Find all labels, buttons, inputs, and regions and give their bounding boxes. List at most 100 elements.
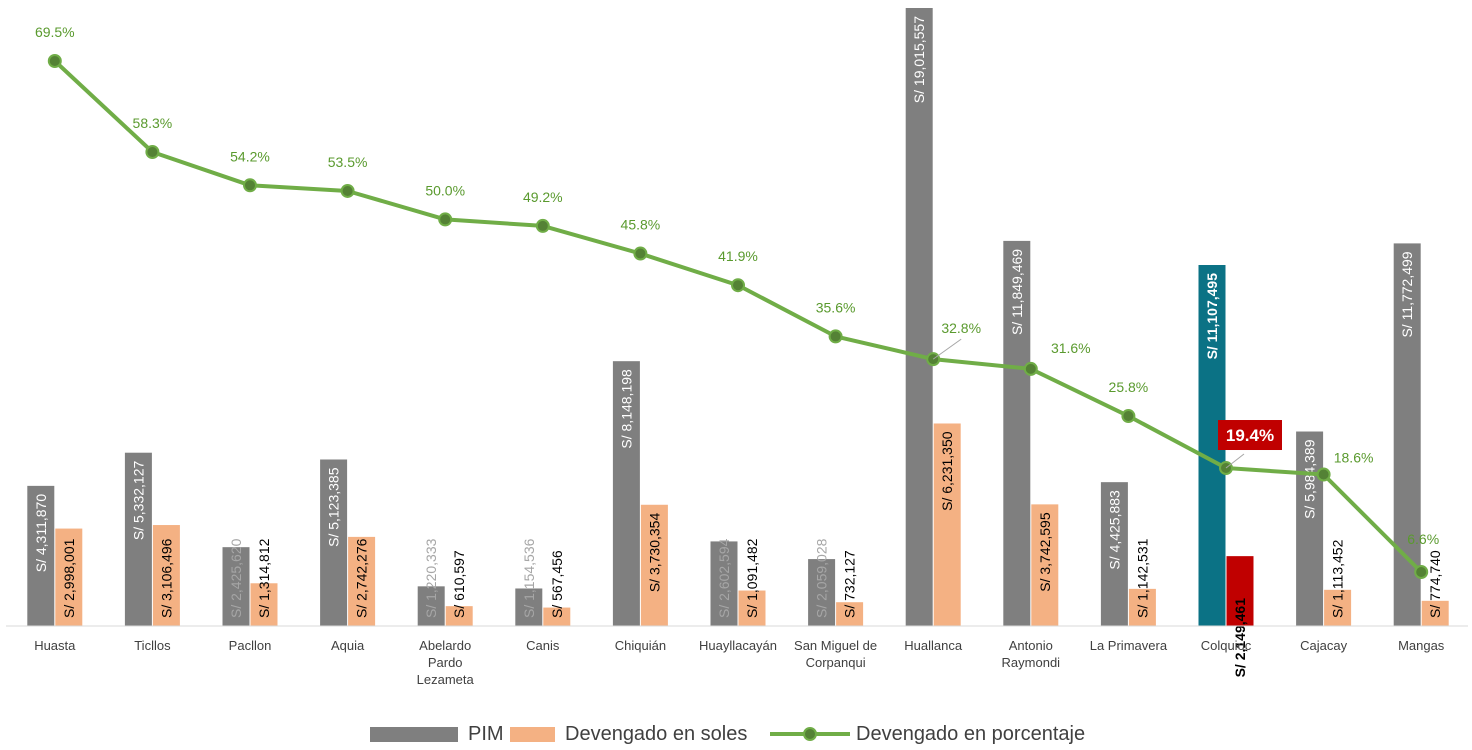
bar-label-pim: S/ 1,154,536	[521, 538, 537, 618]
category-label: Corpanqui	[806, 655, 866, 670]
bar-pim	[124, 452, 152, 626]
legend-item-devengado-porcentaje: Devengado en porcentaje	[770, 720, 1085, 748]
bar-pim	[1393, 243, 1421, 626]
legend-swatch-devengado-porcentaje	[770, 727, 850, 741]
category-label: Colquioc	[1201, 638, 1252, 653]
bar-label-pim: S/ 5,984,389	[1302, 439, 1318, 519]
percentage-line-group: 69.5% 58.3% 54.2% 53.5% 50.0% 49.2% 45.8% 41.9%…	[35, 24, 1439, 579]
percentage-label: 49.2%	[523, 189, 563, 205]
highlight-percent-box	[1218, 420, 1282, 451]
bar-label-devengado: S/ 2,742,276	[354, 538, 370, 618]
bar-label-pim: S/ 2,425,620	[228, 538, 244, 618]
bar-devengado	[152, 525, 180, 626]
bar-label-pim: S/ 4,311,870	[33, 494, 49, 573]
percentage-label: 25.8%	[1109, 379, 1149, 395]
bar-devengado	[933, 423, 961, 626]
percentage-point	[47, 54, 62, 68]
bar-label-pim: S/ 8,148,198	[618, 369, 634, 449]
category-label: Mangas	[1398, 638, 1445, 653]
bar-label-devengado: S/ 2,149,461	[1232, 598, 1248, 678]
percentage-label: 18.6%	[1334, 450, 1374, 466]
bar-pim	[1003, 240, 1031, 626]
bar-label-devengado: S/ 1,091,482	[744, 538, 760, 618]
bar-devengado	[640, 504, 668, 626]
bar-label-devengado: S/ 1,314,812	[256, 538, 272, 618]
legend-item-pim: PIM	[370, 720, 504, 748]
bar-pim	[710, 541, 738, 626]
percentage-label: 19.4%	[1226, 426, 1274, 445]
percentage-label: 69.5%	[35, 24, 75, 40]
bar-pim	[1100, 482, 1128, 626]
category-labels-group: Huasta Ticllos Pacllon Aquia Abelardo Pardo Le…	[34, 638, 1445, 687]
category-label: Lezameta	[417, 672, 475, 687]
bar-label-pim: S/ 11,849,469	[1009, 249, 1025, 335]
percentage-label: 31.6%	[1051, 340, 1091, 356]
bar-label-devengado: S/ 1,142,531	[1134, 538, 1150, 618]
legend-swatch-devengado-soles	[510, 726, 555, 742]
percentage-label: 54.2%	[230, 148, 270, 164]
bar-pim	[515, 588, 543, 626]
percentage-point	[1414, 565, 1429, 579]
bar-label-devengado: S/ 3,106,496	[158, 538, 174, 618]
legend-item-devengado-soles: Devengado en soles	[510, 720, 747, 748]
bar-devengado	[1324, 589, 1352, 626]
category-label: Chiquián	[615, 638, 666, 653]
bar-label-pim: S/ 19,015,557	[911, 16, 927, 103]
bar-pim	[27, 485, 55, 626]
bar-label-devengado: S/ 1,113,452	[1330, 539, 1346, 618]
bar-pim	[612, 361, 640, 626]
bar-pim	[417, 586, 445, 626]
bar-label-pim: S/ 11,107,495	[1204, 273, 1220, 360]
category-label: La Primavera	[1090, 638, 1168, 653]
percentage-point	[828, 329, 843, 344]
legend-label-devengado-porcentaje: Devengado en porcentaje	[856, 722, 1086, 745]
bar-label-pim: S/ 1,220,333	[423, 538, 439, 618]
bar-label-devengado: S/ 732,127	[842, 550, 858, 618]
percentage-label: 6.6%	[1407, 531, 1439, 547]
percentage-point	[340, 183, 355, 198]
bar-devengado	[250, 583, 278, 626]
bar-line-chart: S/ 4,311,870 S/ 2,998,001 S/ 5,332,127 S/ 3…	[6, 8, 1468, 687]
category-label: Antonio	[1009, 638, 1053, 653]
percentage-point	[1316, 467, 1331, 482]
bar-devengado	[445, 606, 473, 626]
category-label: Aquia	[331, 638, 365, 653]
bar-devengado	[543, 607, 571, 626]
percentage-label: 32.8%	[941, 320, 981, 336]
bar-pim	[320, 459, 348, 626]
percentage-point	[535, 218, 550, 233]
category-label: Cajacay	[1300, 638, 1347, 653]
percentage-label: 53.5%	[328, 154, 368, 170]
bar-pim	[222, 547, 250, 626]
percentage-label: 50.0%	[425, 182, 465, 198]
percentage-point	[633, 246, 648, 261]
percentage-label: 58.3%	[133, 115, 173, 131]
bar-label-pim: S/ 2,602,594	[716, 538, 732, 618]
bar-devengado	[1421, 600, 1449, 626]
percentage-leader-line	[1225, 453, 1245, 469]
bar-label-devengado: S/ 2,998,001	[61, 538, 77, 618]
percentage-point	[731, 278, 745, 293]
legend-label-pim: PIM	[468, 722, 504, 745]
bar-pim	[1296, 431, 1324, 626]
bar-devengado	[738, 590, 766, 626]
category-label: San Miguel de	[794, 638, 877, 653]
legend-label-devengado-soles: Devengado en soles	[565, 722, 748, 745]
category-label: Ticllos	[134, 638, 171, 653]
bar-label-devengado: S/ 3,742,595	[1037, 512, 1053, 592]
bar-pim	[905, 8, 933, 626]
bar-label-devengado: S/ 610,597	[451, 550, 467, 618]
category-label: Abelardo	[419, 638, 471, 653]
bar-devengado	[1226, 556, 1254, 626]
bar-label-pim: S/ 5,123,385	[326, 467, 342, 547]
bar-label-devengado: S/ 3,730,354	[646, 513, 662, 593]
percentage-point	[145, 144, 160, 159]
bar-pim	[808, 559, 836, 626]
category-label: Raymondi	[1002, 655, 1061, 670]
bar-devengado	[1128, 588, 1156, 626]
category-label: Huallanca	[904, 638, 963, 653]
bar-devengado	[55, 528, 83, 626]
bar-series-group: S/ 4,311,870 S/ 2,998,001 S/ 5,332,127 S/ 3…	[27, 8, 1449, 678]
percentage-point	[243, 178, 257, 193]
bar-label-pim: S/ 5,332,127	[130, 461, 146, 541]
